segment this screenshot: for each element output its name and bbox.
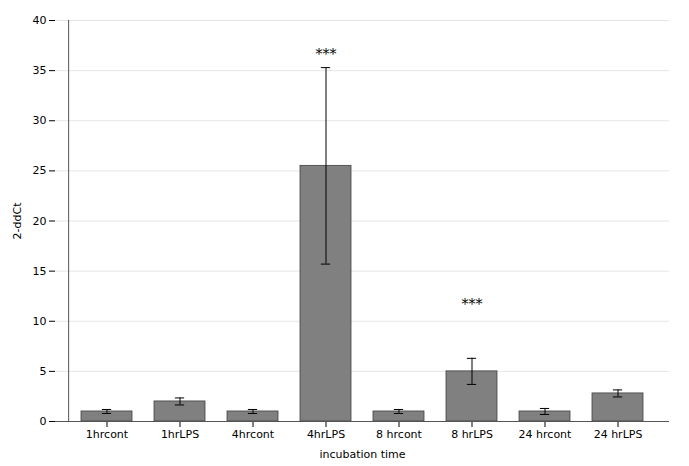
svg-text:35: 35 [33, 64, 47, 77]
svg-text:15: 15 [33, 265, 47, 278]
svg-text:1hrcont: 1hrcont [86, 428, 129, 441]
svg-text:2-ddCt: 2-ddCt [11, 202, 24, 240]
svg-text:***: *** [316, 46, 337, 62]
svg-text:20: 20 [33, 215, 47, 228]
svg-text:8 hrLPS: 8 hrLPS [451, 428, 493, 441]
svg-text:10: 10 [33, 315, 47, 328]
svg-text:0: 0 [40, 415, 47, 428]
svg-text:25: 25 [33, 164, 47, 177]
svg-text:incubation time: incubation time [319, 448, 405, 461]
svg-text:24 hrcont: 24 hrcont [519, 428, 572, 441]
svg-text:30: 30 [33, 114, 47, 127]
svg-text:5: 5 [40, 365, 47, 378]
svg-text:4hrcont: 4hrcont [232, 428, 275, 441]
svg-text:***: *** [462, 296, 483, 312]
svg-text:4hrLPS: 4hrLPS [307, 428, 345, 441]
svg-text:40: 40 [33, 14, 47, 27]
svg-text:24 hrLPS: 24 hrLPS [594, 428, 643, 441]
svg-text:1hrLPS: 1hrLPS [161, 428, 199, 441]
svg-text:8 hrcont: 8 hrcont [376, 428, 422, 441]
